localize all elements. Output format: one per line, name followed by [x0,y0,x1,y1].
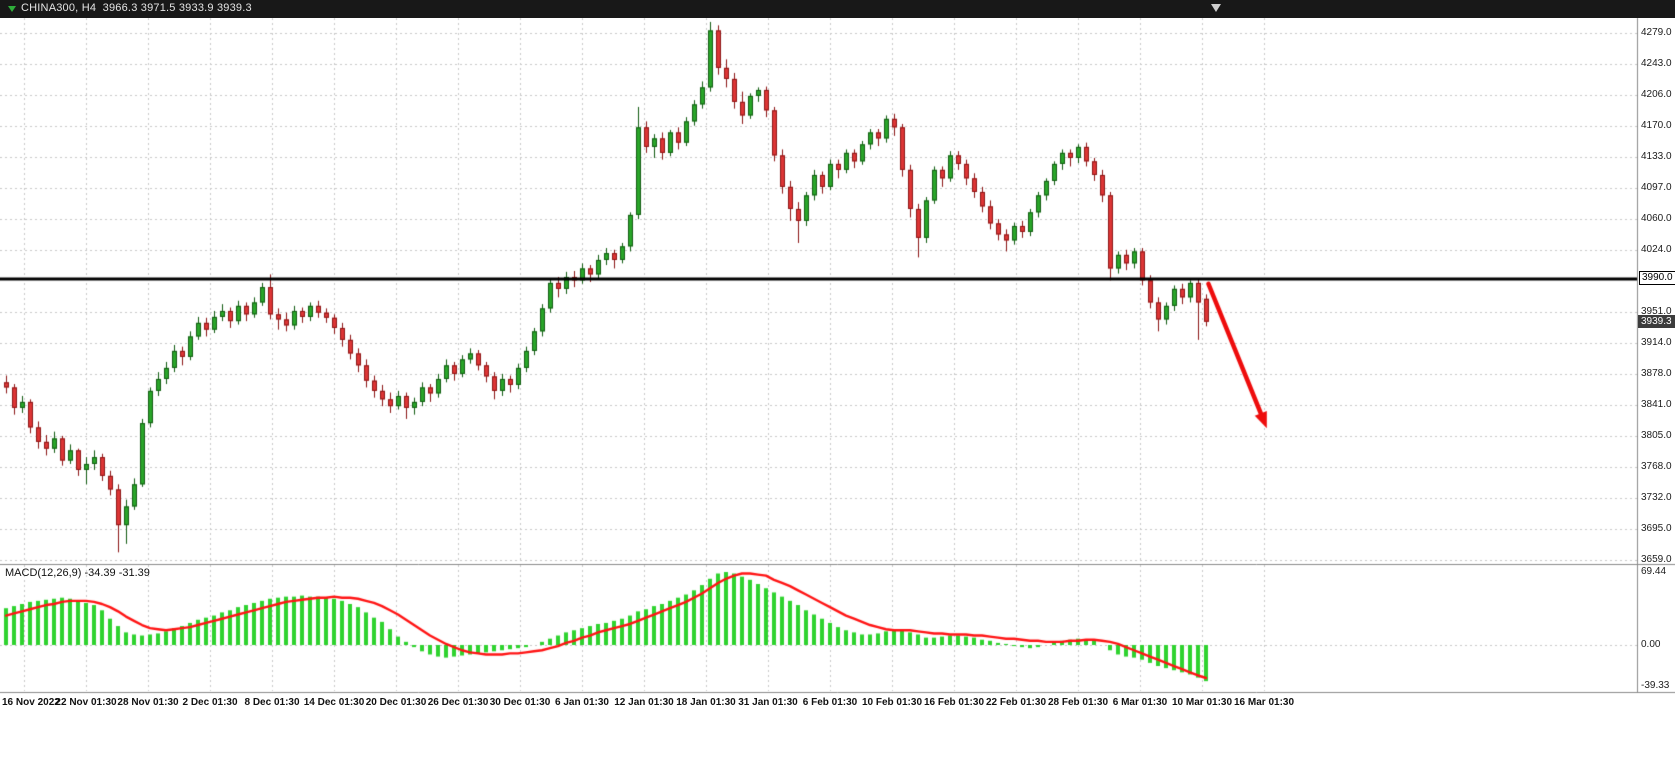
symbol-ohlc-title: CHINA300, H4 3966.3 3971.5 3933.9 3939.3 [21,2,252,14]
chart-shift-marker-icon[interactable] [1211,4,1221,12]
chart-titlebar: CHINA300, H4 3966.3 3971.5 3933.9 3939.3 [0,0,1675,18]
symbol-marker-icon [8,6,16,12]
